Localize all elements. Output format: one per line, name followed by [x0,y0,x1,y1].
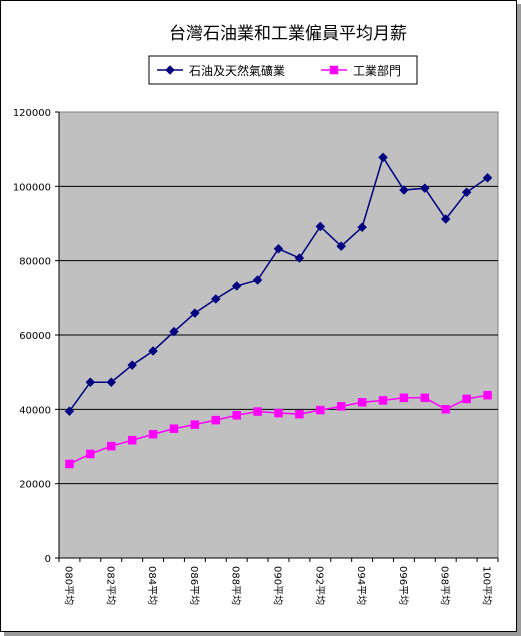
x-tick-label: 082平均 [104,566,116,605]
data-point [294,253,305,263]
data-point [107,441,116,451]
x-tick-label: 096平均 [397,566,409,605]
data-point [378,396,388,405]
data-point [336,241,347,252]
legend-marker [165,65,175,75]
data-point [378,152,388,163]
x-tick-label: 088平均 [230,566,242,605]
data-point [461,187,472,198]
data-point [295,409,304,419]
x-tick-label: 100平均 [481,566,493,605]
data-point [252,275,263,285]
data-point [357,398,367,407]
y-tick-label: 60000 [19,331,51,342]
data-point [399,185,409,195]
data-point [169,326,179,337]
y-tick-label: 20000 [19,480,51,491]
x-tick-label: 092平均 [313,566,325,605]
legend-box [148,55,418,85]
data-point [64,406,75,417]
legend-label: 石油及天然氣礦業 [189,63,285,78]
data-point [315,221,326,232]
y-tick-label: 100000 [13,182,51,193]
data-point [210,294,221,304]
data-point [273,243,284,254]
data-point [127,435,137,445]
chart-title: 台灣石油業和工業僱員平均月薪 [169,24,407,44]
data-point [127,360,138,370]
data-point [316,405,325,415]
data-point [441,405,450,414]
data-point [85,377,96,388]
data-point [148,429,158,439]
data-point [357,222,367,233]
data-point [440,214,451,224]
x-tick-label: 090平均 [272,566,284,605]
data-point [190,308,200,318]
data-point [483,390,492,400]
x-tick-label: 094平均 [355,566,367,605]
y-tick-label: 40000 [19,405,51,416]
data-point [169,424,179,433]
x-tick-label: 084平均 [146,566,158,605]
data-point [86,449,95,459]
y-tick-label: 0 [45,554,51,565]
data-point [336,402,346,411]
series-1 [64,152,493,417]
data-point [231,281,242,291]
data-point [106,377,117,388]
legend-label: 工業部門 [353,63,401,78]
data-point [274,408,283,418]
data-point [399,393,409,403]
legend: 石油及天然氣礦業 工業部門 [148,55,418,85]
series-2 [65,390,492,469]
legend-marker [329,65,339,75]
data-point [211,415,221,425]
x-tick-label: 098平均 [439,566,451,605]
data-point [65,459,74,469]
x-tick-label: 080平均 [62,566,74,605]
data-point [232,411,241,420]
data-point [482,172,493,183]
data-point [419,183,430,194]
data-point [253,407,262,416]
y-tick-label: 120000 [13,108,51,119]
x-tick-label: 086平均 [188,566,200,605]
legend-entry: 石油及天然氣礦業 [157,63,285,78]
data-point [420,393,430,403]
y-tick-label: 80000 [19,257,51,268]
data-point [148,346,158,356]
data-point [462,394,471,404]
legend-entry: 工業部門 [321,63,401,78]
data-point [190,420,200,429]
